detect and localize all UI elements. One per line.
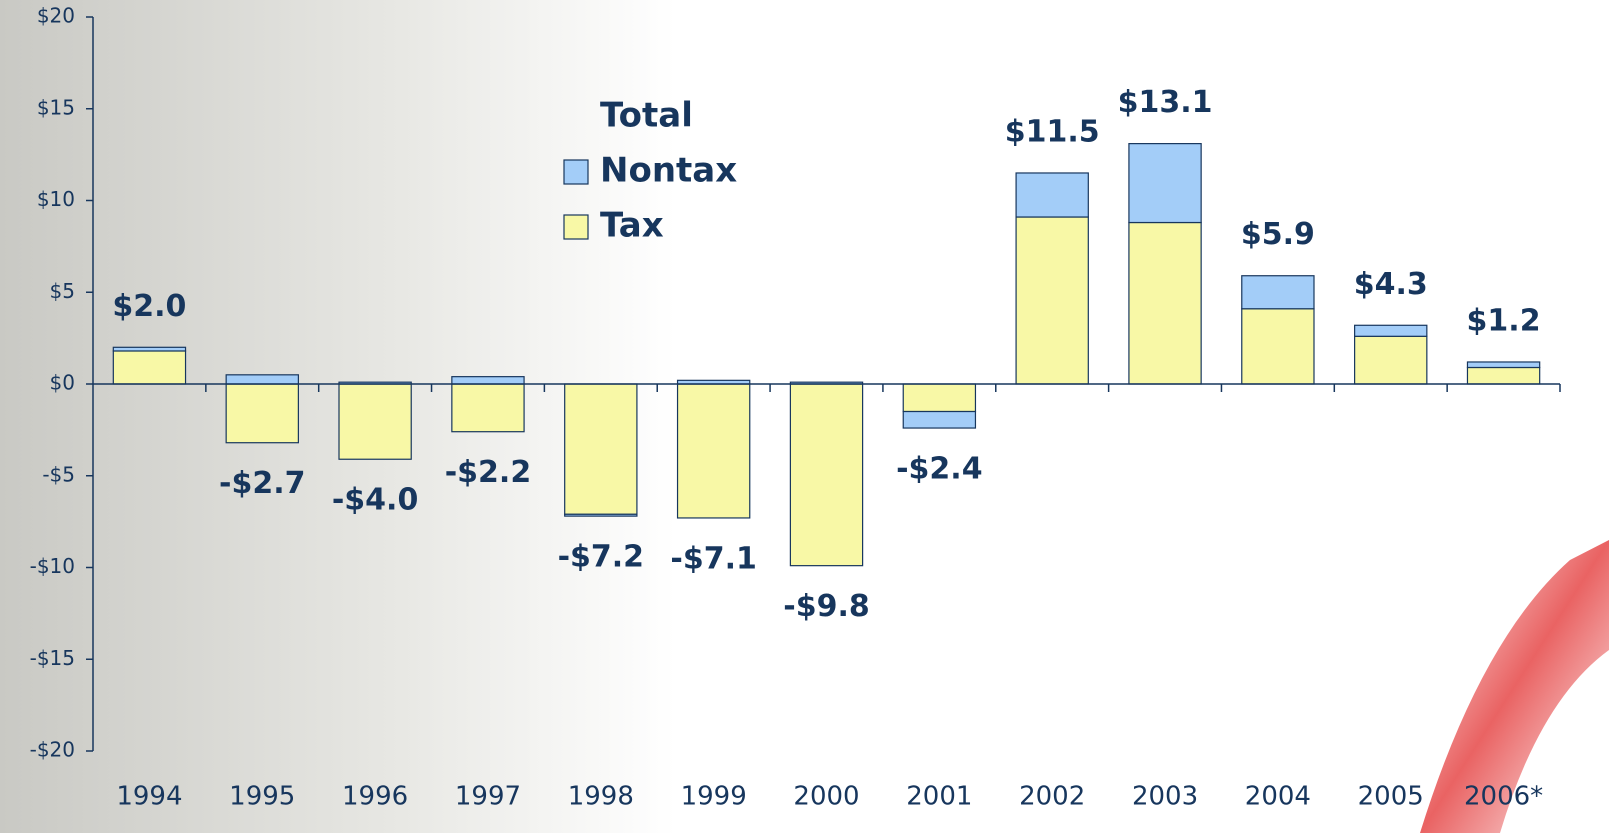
x-tick-label: 1999: [681, 782, 747, 812]
bar-segment: [564, 513, 638, 517]
bar-segment: [676, 383, 751, 519]
bar-segment: [564, 383, 638, 515]
bar-segment: [902, 383, 977, 413]
x-tick-label: 2003: [1132, 782, 1198, 812]
x-tick-label: 2006*: [1464, 782, 1543, 812]
bar-segment: [1015, 172, 1089, 218]
total-label: $2.0: [112, 289, 186, 324]
total-label: -$9.8: [783, 589, 869, 624]
total-label: $5.9: [1241, 217, 1315, 252]
bar-segment: [902, 410, 977, 429]
bar-segment: [112, 346, 187, 352]
bar-segment: [112, 350, 187, 385]
bar-segment: [1128, 221, 1202, 385]
total-label: -$7.1: [670, 541, 756, 576]
bar-segment: [451, 383, 525, 433]
x-tick-label: 2000: [793, 782, 859, 812]
x-tick-label: 1997: [455, 782, 521, 812]
bar-segment: [1241, 275, 1315, 310]
x-tick-label: 2002: [1019, 782, 1085, 812]
x-tick-label: 1998: [568, 782, 634, 812]
y-tick-label: $5: [50, 279, 75, 303]
total-label: -$4.0: [332, 483, 418, 518]
y-tick-label: -$20: [30, 738, 75, 762]
x-tick-label: 2005: [1358, 782, 1424, 812]
bar-segment: [1466, 366, 1541, 385]
bar-segment: [1354, 324, 1428, 337]
total-label: $11.5: [1005, 114, 1100, 149]
x-tick-label: 2004: [1245, 782, 1311, 812]
bar-segment: [1354, 335, 1428, 385]
bar-segment: [225, 383, 299, 444]
total-label: $1.2: [1467, 303, 1541, 338]
total-label: -$2.7: [219, 466, 305, 501]
x-tick-label: 2001: [906, 782, 972, 812]
x-tick-label: 1994: [116, 782, 182, 812]
legend-label: Nontax: [600, 151, 737, 191]
total-label: -$2.4: [896, 452, 982, 487]
bar-segment: [338, 383, 412, 460]
total-label: $4.3: [1354, 267, 1428, 302]
y-tick-label: -$5: [42, 462, 75, 486]
total-label: -$2.2: [445, 455, 531, 490]
bar-segment: [1128, 143, 1202, 224]
total-label: $13.1: [1118, 85, 1213, 120]
legend-label: Tax: [600, 206, 664, 246]
x-tick-label: 1995: [229, 782, 295, 812]
bar-segment: [1466, 361, 1541, 369]
bar-segment: [225, 374, 299, 385]
legend-title: Total: [600, 96, 693, 136]
x-tick-label: 1996: [342, 782, 408, 812]
y-tick-label: $20: [37, 4, 75, 28]
bar-segment: [451, 376, 525, 385]
y-tick-label: -$15: [30, 646, 75, 670]
y-tick-label: $0: [50, 371, 75, 395]
decoration: [1420, 540, 1609, 833]
bar-segment: [1015, 216, 1089, 385]
bar-segment: [789, 383, 864, 567]
total-label: -$7.2: [558, 540, 644, 575]
legend-swatch: [563, 159, 589, 185]
y-tick-label: $10: [37, 187, 75, 211]
y-tick-label: $15: [37, 95, 75, 119]
y-tick-label: -$10: [30, 554, 75, 578]
legend-swatch: [563, 214, 589, 240]
bar-segment: [1241, 308, 1315, 385]
